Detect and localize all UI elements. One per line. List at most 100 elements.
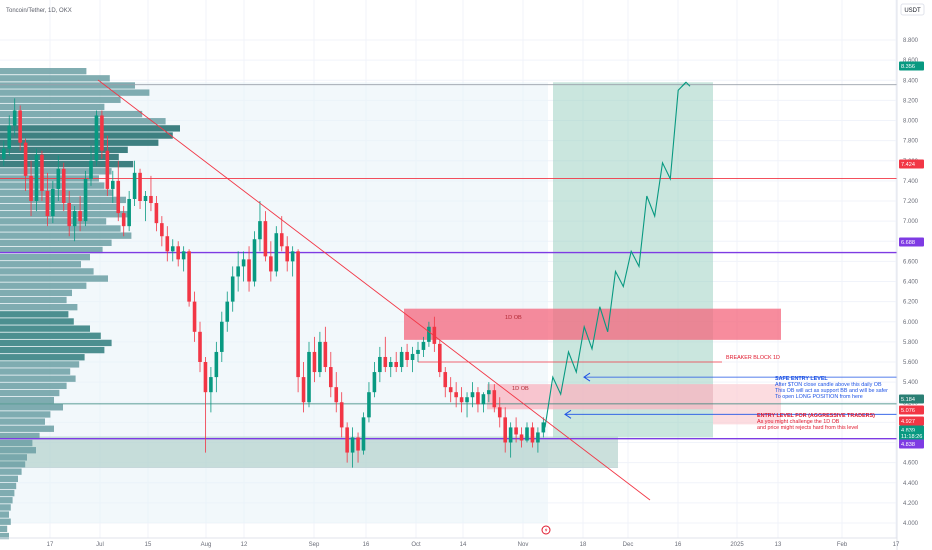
candle-body [443,372,448,388]
volume-profile-bar [0,454,27,461]
candle-body [541,422,546,433]
candle-body [530,427,535,443]
price-tag-box [899,439,924,449]
currency-button-label[interactable]: USDT [904,8,921,14]
candle-body [34,154,39,201]
price-axis[interactable]: 8.8008.6008.4008.2008.0007.8007.6007.400… [896,0,924,550]
volume-profile-bar [0,125,180,132]
candle-body [438,343,442,373]
candle-body [497,407,502,418]
price-tick: 5.400 [903,380,919,386]
volume-profile-bar [0,396,54,404]
volume-profile-bar [0,268,94,275]
price-tick: 6.200 [903,300,919,306]
candle-body [2,148,6,159]
candle-body [296,251,300,378]
candle-body [170,246,175,252]
candle-body [132,172,137,199]
aggressive-entry-arrow [564,409,572,419]
volume-profile-bar [0,332,101,339]
price-tick: 7.000 [903,219,919,225]
candle-body [465,397,469,403]
volume-profile-bar [0,532,9,540]
volume-profile-bar [0,411,51,418]
candle-body [241,259,246,267]
volume-profile-bar [0,182,105,189]
candle-body [536,432,540,443]
volume-profile-bar [0,482,17,490]
horizontal-levels [0,84,897,468]
volume-profile-bar [0,504,11,511]
aggressive-entry-line-2: As you might challenge the 1D OB [757,419,840,425]
candle-body [61,168,66,204]
candle-body [372,372,377,393]
volume-profile-bar [0,246,103,254]
volume-profile-bar [0,489,15,497]
candle-body [356,437,360,451]
candle-body [459,397,464,403]
price-tick: 6.600 [903,259,919,265]
zone-1d-ob-upper [404,308,781,340]
candle-body [503,417,507,443]
candle-body [285,246,289,262]
candle-body [12,110,17,126]
candle-body [40,154,44,191]
price-tag: 11:18:26 [899,431,924,441]
price-tag: 7.424 [899,159,924,169]
volume-profile-bar [0,525,8,533]
price-tick: 8.000 [903,119,919,125]
candle-body [329,367,333,388]
candle-body [421,341,426,350]
candle-body [432,326,437,344]
candle-body [127,198,131,227]
symbol-title: Toncoin/Tether, 1D, OKX [6,8,72,14]
safe-entry-line-2: After $TON close candle above this daily… [775,382,882,388]
candle-body [345,427,349,453]
event-marker-icon[interactable] [541,525,551,535]
volume-profile-bar [0,389,60,397]
currency-button[interactable]: USDT [900,3,925,16]
price-tick: 7.800 [903,139,919,145]
candle-body [307,351,311,403]
volume-profile-bar [0,110,143,118]
price-tick: 6.000 [903,320,919,326]
volume-profile-bar [0,304,78,311]
candle-body [23,142,28,176]
candle-body [508,427,513,443]
price-tag: 4.927 [899,416,924,426]
candle-body [149,195,153,204]
candle-body [203,362,208,393]
price-tag-label: 5.076 [901,408,915,414]
volume-profile-bar [0,432,40,440]
time-tick: Feb [837,542,848,548]
volume-profile-bar [0,139,159,146]
candle-body [247,259,251,282]
candle-body [367,392,371,418]
candle-body [121,213,126,227]
zone-1d-ob-lower-extension [713,384,781,425]
candle-body [274,233,279,272]
candle-body [154,203,159,224]
downtrend-line [97,79,651,501]
currency-button-box[interactable] [900,3,925,16]
candle-body [236,266,240,277]
time-axis[interactable]: 17 Jul 15 Aug 12 Sep 16 Oct 14 Nov 18 Dec 16 2025 13 Fe… [0,537,900,548]
candle-body [165,236,170,252]
candle-body [252,239,257,282]
price-tag-label: 7.424 [901,162,915,168]
candle-body [225,301,230,322]
volume-profile-bar [0,261,81,268]
price-tick: 4.000 [903,521,919,527]
candle-body [350,437,355,453]
volume-profile-bar [0,189,114,196]
candle-body [323,341,328,368]
volume-profile-bar [0,282,87,289]
drawings [97,79,691,501]
price-tag: 6.688 [899,237,924,247]
volume-profile-bar [0,368,71,375]
aggressive-entry-line-3: and price might rejects hard from this l… [757,425,858,431]
candle-body [111,180,115,189]
price-tag-label: 5.184 [901,397,915,403]
candle-body [318,341,322,373]
